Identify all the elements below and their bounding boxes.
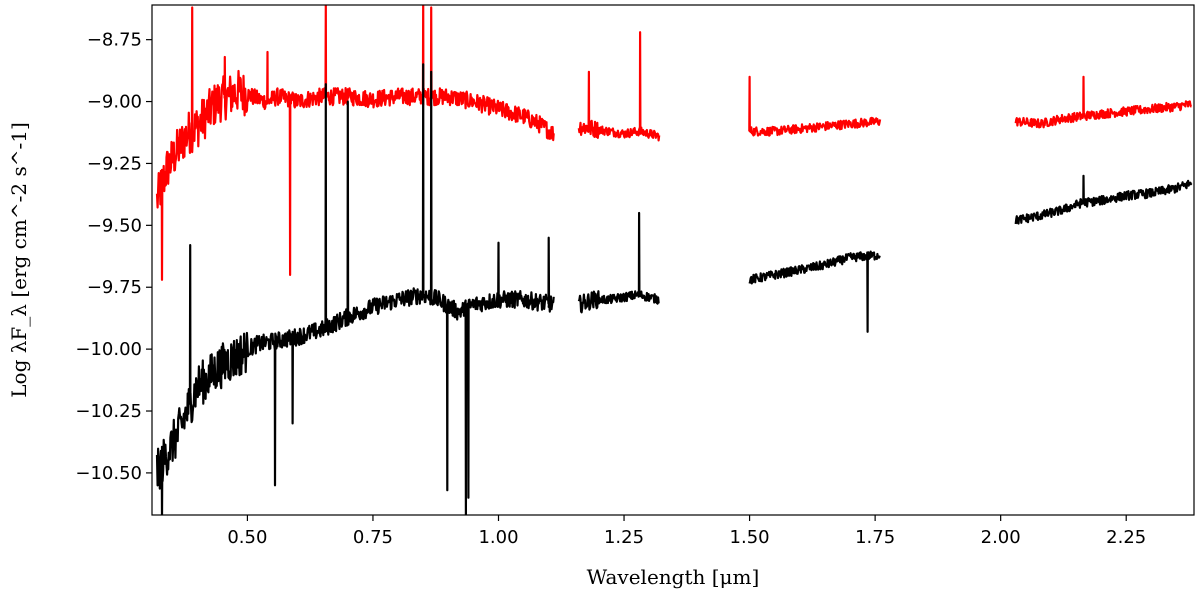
x-tick-label: 1.75 [855,527,895,548]
series-red-segment-3 [748,75,882,137]
x-tick-label: 2.25 [1106,527,1146,548]
plot-area [155,5,1193,515]
y-axis-label: Log λF_λ [erg cm^-2 s^-1] [7,122,31,398]
y-tick-label: −8.75 [87,30,142,51]
y-tick-label: −9.50 [87,215,142,236]
y-tick-label: −9.75 [87,277,142,298]
x-axis-ticks: 0.50 0.75 1.00 1.25 1.50 1.75 2.00 2.25 [227,515,1146,548]
series-red-segment-1 [155,5,555,281]
x-tick-label: 0.75 [353,527,393,548]
y-tick-label: −10.25 [75,401,142,422]
y-axis-ticks: −8.75 −9.00 −9.25 −9.50 −9.75 −10.00 −10.25 −10… [75,30,152,484]
x-tick-label: 0.50 [227,527,267,548]
y-tick-label: −9.25 [87,153,142,174]
y-tick-label: −10.50 [75,463,142,484]
series-black-segment-2 [577,211,660,314]
x-tick-label: 2.00 [981,527,1021,548]
x-axis-label: Wavelength [μm] [587,565,760,589]
series-black-segment-3 [748,250,881,333]
x-tick-label: 1.00 [478,527,518,548]
axes-frame [151,4,1195,516]
series-red-segment-2 [577,31,661,142]
series-black-segment-1 [155,63,555,515]
series-black-segment-4 [1014,174,1193,225]
y-tick-label: −9.00 [87,92,142,113]
y-tick-label: −10.00 [75,339,142,360]
x-tick-label: 1.25 [604,527,644,548]
x-tick-label: 1.50 [730,527,770,548]
series-red-segment-4 [1014,75,1192,129]
